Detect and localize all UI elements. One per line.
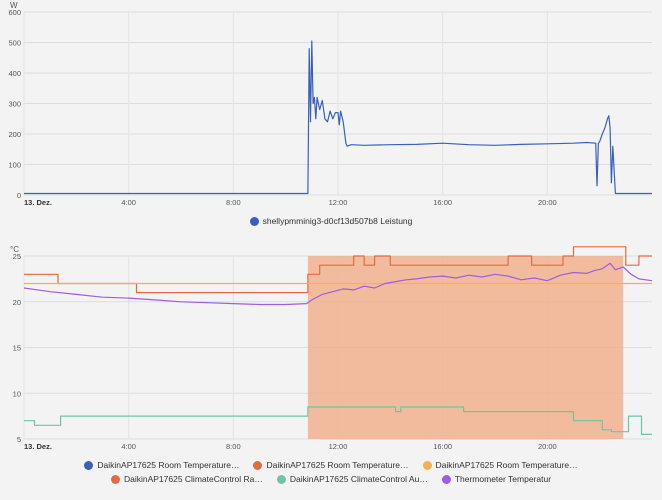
temperature-y-tick-label: 10 bbox=[13, 389, 21, 398]
power-y-tick-label: 100 bbox=[8, 161, 21, 170]
legend-item-thermometer-temperatur[interactable]: Thermometer Temperatur bbox=[441, 474, 552, 484]
temperature-x-tick-label: 12:00 bbox=[329, 442, 348, 451]
temperature-y-tick-label: 15 bbox=[13, 344, 21, 353]
temperature-y-tick-label: 20 bbox=[13, 298, 21, 307]
legend-label: DaikinAP17625 ClimateControl Ra… bbox=[123, 474, 263, 484]
legend-item-room-temperature-2[interactable]: DaikinAP17625 Room Temperature… bbox=[253, 460, 409, 470]
legend-label: Thermometer Temperatur bbox=[454, 474, 552, 484]
power-x-tick-label: 12:00 bbox=[329, 198, 348, 207]
temperature-shaded-region bbox=[307, 256, 624, 439]
power-unit-label: W bbox=[10, 1, 18, 10]
temperature-y-tick-label: 25 bbox=[13, 252, 21, 261]
legend-label: DaikinAP17625 Room Temperature… bbox=[266, 460, 409, 470]
power-series-line-0 bbox=[24, 40, 652, 195]
power-y-tick-label: 0 bbox=[17, 191, 21, 200]
legend-label: shellypmminig3-d0cf13d507b8 Leistung bbox=[262, 216, 413, 226]
power-y-tick-label: 200 bbox=[8, 130, 21, 139]
legend-item-leistung[interactable]: shellypmminig3-d0cf13d507b8 Leistung bbox=[249, 216, 413, 226]
legend-item-room-temperature-3[interactable]: DaikinAP17625 Room Temperature… bbox=[422, 460, 578, 470]
temperature-x-tick-label: 13. Dez. bbox=[24, 442, 52, 451]
temperature-x-tick-label: 4:00 bbox=[121, 442, 136, 451]
legend-item-climatecontrol-ra[interactable]: DaikinAP17625 ClimateControl Ra… bbox=[110, 474, 263, 484]
legend-label: DaikinAP17625 Room Temperature… bbox=[435, 460, 578, 470]
legend-dot-icon bbox=[249, 216, 259, 226]
legend-item-climatecontrol-au[interactable]: DaikinAP17625 ClimateControl Au… bbox=[276, 474, 428, 484]
temperature-chart-legend: DaikinAP17625 Room Temperature… DaikinAP… bbox=[0, 460, 662, 484]
power-y-tick-label: 600 bbox=[8, 8, 21, 17]
temperature-series-line-4 bbox=[24, 406, 652, 435]
temperature-series-line-5 bbox=[23, 262, 653, 306]
power-x-tick-label: 13. Dez. bbox=[24, 198, 52, 207]
temperature-series-line-1 bbox=[24, 246, 652, 294]
legend-dot-icon bbox=[110, 474, 120, 484]
power-x-tick-label: 16:00 bbox=[433, 198, 452, 207]
temperature-x-tick-label: 20:00 bbox=[538, 442, 557, 451]
legend-dot-icon bbox=[84, 460, 94, 470]
power-x-tick-label: 4:00 bbox=[121, 198, 136, 207]
power-y-tick-label: 300 bbox=[8, 100, 21, 109]
temperature-chart: 5 10 15 20 25 13. Dez. 4:00 8:00 12:00 16:00 20:00… bbox=[10, 245, 653, 451]
power-x-tick-label: 20:00 bbox=[538, 198, 557, 207]
legend-dot-icon bbox=[422, 460, 432, 470]
power-chart-legend: shellypmminig3-d0cf13d507b8 Leistung bbox=[0, 216, 662, 226]
legend-label: DaikinAP17625 Room Temperature… bbox=[97, 460, 240, 470]
legend-item-room-temperature-1[interactable]: DaikinAP17625 Room Temperature… bbox=[84, 460, 239, 470]
power-y-tick-label: 400 bbox=[8, 69, 21, 78]
temperature-y-tick-label: 5 bbox=[17, 435, 21, 444]
power-x-tick-label: 8:00 bbox=[226, 198, 241, 207]
power-y-tick-label: 500 bbox=[8, 39, 21, 48]
legend-label: DaikinAP17625 ClimateControl Au… bbox=[289, 474, 428, 484]
legend-dot-icon bbox=[276, 474, 286, 484]
temperature-unit-label: °C bbox=[10, 245, 19, 254]
temperature-x-tick-label: 8:00 bbox=[226, 442, 241, 451]
legend-dot-icon bbox=[441, 474, 451, 484]
legend-dot-icon bbox=[253, 460, 263, 470]
temperature-x-tick-label: 16:00 bbox=[433, 442, 452, 451]
power-chart: 0 100 200 300 400 500 600 13. Dez. 4:00 8:00 12:00… bbox=[8, 1, 652, 207]
